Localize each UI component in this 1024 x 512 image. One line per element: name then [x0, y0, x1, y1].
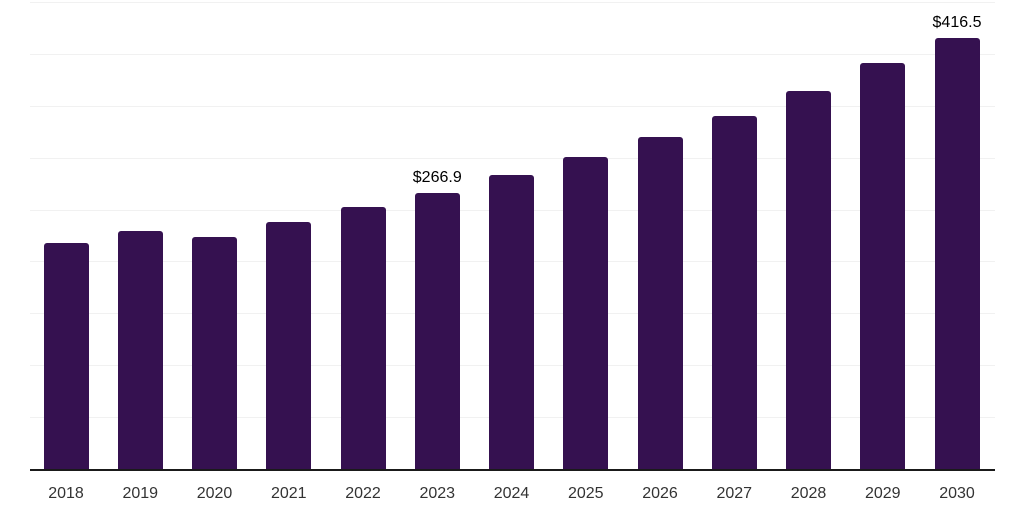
x-tick-label-2029: 2029: [864, 485, 901, 502]
bar-2018[interactable]: [43, 243, 89, 470]
gridline-300: [30, 157, 995, 159]
bar-2023[interactable]: [414, 193, 460, 470]
bar-2025[interactable]: [563, 157, 609, 470]
bar-value-label-2030: $416.5: [932, 13, 982, 31]
x-tick-label-2030: 2030: [939, 485, 975, 502]
bar-2022[interactable]: [340, 207, 386, 470]
plot-area: $266.9 $416.5: [30, 0, 995, 471]
bar-2020[interactable]: [192, 236, 237, 470]
x-tick-label-2019: 2019: [122, 485, 159, 502]
gridline-400: [30, 53, 995, 55]
bar-2019[interactable]: [117, 231, 163, 470]
bar-2024[interactable]: [489, 174, 534, 470]
gridline-450: [30, 2, 995, 3]
bar-value-label-2023: $266.9: [412, 169, 462, 187]
bar-2029[interactable]: [860, 62, 906, 470]
x-tick-label-2023: 2023: [419, 485, 456, 502]
x-axis-line: [30, 469, 995, 471]
x-tick-label-2018: 2018: [48, 485, 84, 502]
gridline-350: [30, 105, 995, 107]
x-tick-label-2024: 2024: [493, 485, 530, 502]
x-tick-label-2027: 2027: [716, 485, 753, 502]
x-tick-label-2022: 2022: [345, 485, 381, 502]
x-tick-label-2021: 2021: [270, 485, 307, 502]
bar-2030[interactable]: [934, 37, 980, 470]
x-tick-label-2028: 2028: [790, 485, 827, 502]
bar-2026[interactable]: [637, 136, 683, 470]
x-tick-label-2020: 2020: [196, 485, 233, 502]
bar-2027[interactable]: [711, 116, 757, 470]
x-tick-label-2025: 2025: [567, 485, 604, 502]
x-tick-label-2026: 2026: [642, 485, 678, 502]
bar-2021[interactable]: [266, 221, 312, 470]
bar-2028[interactable]: [786, 91, 831, 470]
